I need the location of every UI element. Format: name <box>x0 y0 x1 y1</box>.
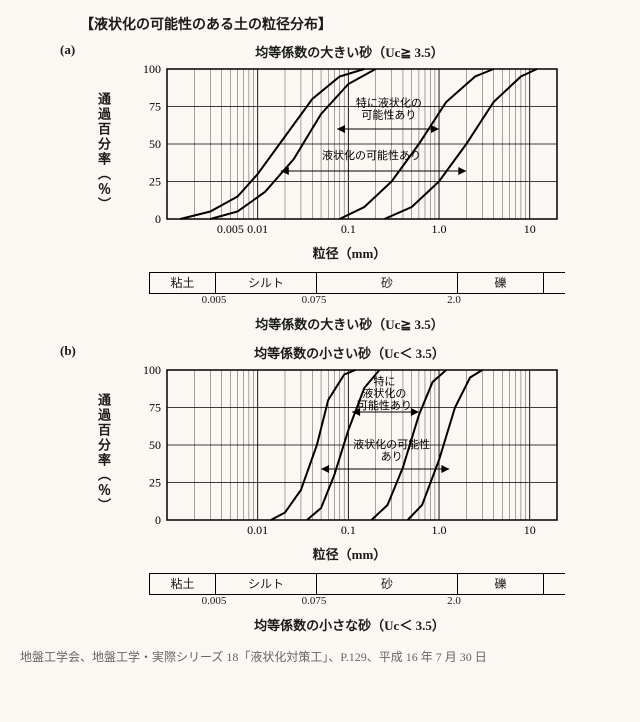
xtick-label: 10 <box>524 222 536 236</box>
sub-caption: 均等係数の小さな砂（Uc＜ 3.5） <box>134 615 565 634</box>
soil-class-tick: 0.005 <box>202 294 227 306</box>
soil-class-tick: 0.075 <box>302 595 327 607</box>
soil-class-tick: 2.0 <box>447 294 461 306</box>
annotation-text: 可能性あり <box>361 108 416 122</box>
soil-class-cell: シルト <box>215 574 316 594</box>
soil-class-tick: 0.005 <box>202 595 227 607</box>
x-axis-label: 粒径（mm） <box>134 544 565 563</box>
annotation-text: あり <box>381 450 403 463</box>
soil-class-row: 粘土シルト砂礫 <box>149 573 565 595</box>
xtick-label: 0.01 <box>247 222 268 236</box>
ytick-label: 50 <box>149 438 161 452</box>
xtick-label: 0.1 <box>341 523 356 537</box>
soil-class-row: 粘土シルト砂礫 <box>149 272 565 294</box>
xtick-label: 0.1 <box>341 222 356 236</box>
xtick-label: 1.0 <box>432 222 447 236</box>
subfig-label: (a) <box>60 42 90 58</box>
ytick-label: 75 <box>149 100 161 114</box>
soil-class-cell: 砂 <box>316 574 457 594</box>
page-title: 【液状化の可能性のある土の粒径分布】 <box>80 14 620 34</box>
soil-class-tick: 0.075 <box>302 294 327 306</box>
annotation-text: 可能性あり <box>357 398 412 412</box>
ytick-label: 75 <box>149 401 161 415</box>
sub-caption: 均等係数の大きい砂（Uc≧ 3.5） <box>134 314 565 333</box>
chart-b: 02550751000.010.11.010特に液状化の可能性あり液状化の可能性… <box>117 364 565 542</box>
ytick-label: 25 <box>149 476 161 490</box>
annotation-text: 特に <box>373 374 395 388</box>
soil-class-cell: 礫 <box>457 273 544 293</box>
soil-class-ticks: 0.005 0.075 2.0 <box>149 294 565 308</box>
y-axis-label: 通過百分率（％） <box>94 393 113 513</box>
chart-a: 0 25 50 75 100 0.01 0.1 1.0 10 0.005 特に液状化の可能性あり液状… <box>117 63 565 241</box>
ytick-label: 100 <box>143 364 161 377</box>
xtick-label: 10 <box>524 523 536 537</box>
soil-class-bar: 粘土シルト砂礫0.0050.0752.0 <box>149 272 565 308</box>
x-axis-label: 粒径（mm） <box>134 243 565 262</box>
xtick-label: 1.0 <box>432 523 447 537</box>
annotation-text: 液状化の可能性あり <box>322 148 421 162</box>
ytick-label: 0 <box>155 212 161 226</box>
annotation-text: 液状化の可能性 <box>353 437 430 451</box>
ytick-label: 50 <box>149 137 161 151</box>
ytick-label: 25 <box>149 175 161 189</box>
annotation-text: 液状化の <box>362 386 406 400</box>
annotation-text: 特に液状化の <box>356 96 422 110</box>
xtick-label: 0.005 <box>217 222 244 236</box>
chart-title: 均等係数の大きい砂（Uc≧ 3.5） <box>134 42 565 61</box>
soil-class-ticks: 0.005 0.075 2.0 <box>149 595 565 609</box>
soil-class-cell: シルト <box>215 273 316 293</box>
subfig-label: (b) <box>60 343 90 359</box>
soil-class-bar: 粘土シルト砂礫0.0050.0752.0 <box>149 573 565 609</box>
soil-class-cell: 粘土 <box>149 574 215 594</box>
ytick-label: 0 <box>155 513 161 527</box>
soil-class-cell: 砂 <box>316 273 457 293</box>
ytick-label: 100 <box>143 63 161 76</box>
soil-class-cell: 礫 <box>457 574 544 594</box>
y-axis-label: 通過百分率（％） <box>94 92 113 212</box>
source-citation: 地盤工学会、地盤工学・実際シリーズ 18「液状化対策工」、P.129、平成 16… <box>20 648 620 665</box>
chart-title: 均等係数の小さい砂（Uc＜ 3.5） <box>134 343 565 362</box>
figure-b: (b) 均等係数の小さい砂（Uc＜ 3.5） 通過百分率（％） 0 25 50 75 1… <box>60 343 620 634</box>
figure-a: (a) 均等係数の大きい砂（Uc≧ 3.5） 通過百分率（％） 0 25 50 75 1… <box>60 42 620 333</box>
xtick-label: 0.01 <box>247 523 268 537</box>
soil-class-cell: 粘土 <box>149 273 215 293</box>
soil-class-tick: 2.0 <box>447 595 461 607</box>
